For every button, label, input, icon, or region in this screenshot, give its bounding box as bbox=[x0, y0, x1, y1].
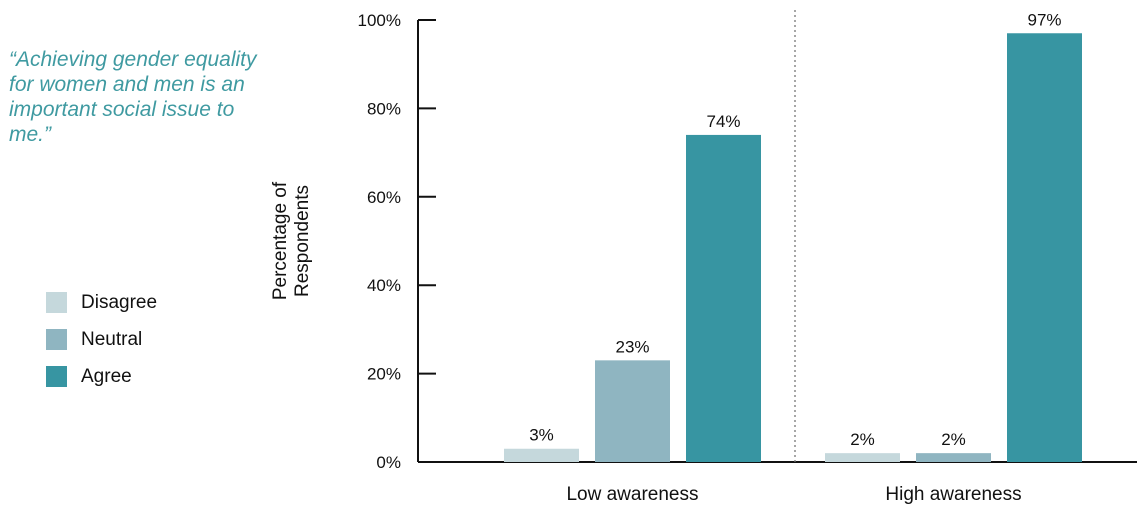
bar-disagree bbox=[825, 453, 900, 462]
y-tick-label: 0% bbox=[376, 453, 401, 472]
bar-value-label: 2% bbox=[850, 430, 875, 449]
legend-item-disagree: Disagree bbox=[46, 284, 157, 321]
bar-value-label: 2% bbox=[941, 430, 966, 449]
bar-value-label: 97% bbox=[1027, 10, 1061, 29]
x-category-label: Low awareness bbox=[566, 484, 698, 505]
y-tick-label: 40% bbox=[367, 276, 401, 295]
legend: Disagree Neutral Agree bbox=[46, 284, 157, 395]
bar-agree bbox=[1007, 33, 1082, 462]
legend-label-agree: Agree bbox=[81, 365, 132, 387]
legend-item-agree: Agree bbox=[46, 358, 157, 395]
y-tick-label: 100% bbox=[358, 11, 401, 30]
quote-text: “Achieving gender equality for women and… bbox=[9, 48, 257, 146]
bar-value-label: 23% bbox=[615, 337, 649, 356]
legend-label-neutral: Neutral bbox=[81, 328, 143, 350]
legend-label-disagree: Disagree bbox=[81, 291, 158, 313]
bar-neutral bbox=[595, 360, 670, 462]
bar-value-label: 74% bbox=[706, 112, 740, 131]
y-tick-label: 80% bbox=[367, 99, 401, 118]
legend-swatch-disagree bbox=[46, 292, 67, 313]
legend-swatch-agree bbox=[46, 366, 67, 387]
bar-neutral bbox=[916, 453, 991, 462]
bar-value-label: 3% bbox=[529, 426, 554, 445]
y-tick-label: 60% bbox=[367, 188, 401, 207]
bar-disagree bbox=[504, 448, 579, 462]
x-category-label: High awareness bbox=[885, 484, 1021, 505]
y-tick-label: 20% bbox=[367, 365, 401, 384]
bar-agree bbox=[686, 134, 761, 463]
legend-swatch-neutral bbox=[46, 329, 67, 350]
legend-item-neutral: Neutral bbox=[46, 321, 157, 358]
